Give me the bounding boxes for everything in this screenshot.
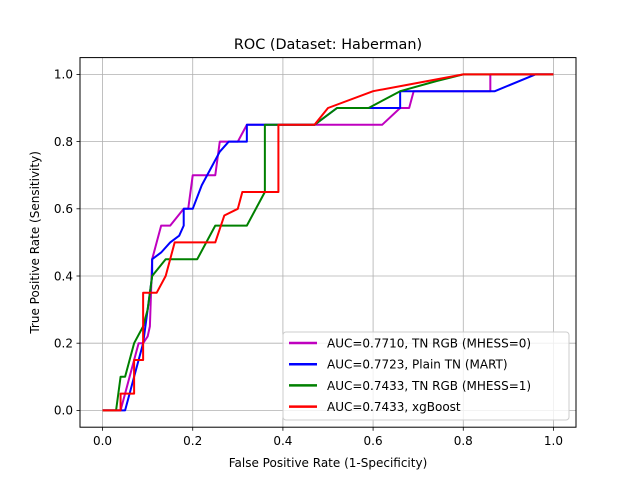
- y-tick-label: 0.0: [54, 404, 73, 418]
- x-tick-label: 1.0: [544, 434, 563, 448]
- legend-box: [282, 331, 570, 421]
- roc-curve-series-4: [102, 73, 554, 412]
- axis-ticks: 0.0 0.2 0.4 0.6 0.8 1.0 0.0 0.2 0.4 0.6 0.8 1.0: [54, 68, 563, 449]
- legend-label-4: AUC=0.7433, xgBoost: [327, 400, 461, 414]
- y-tick-label: 0.2: [54, 337, 73, 351]
- legend-label-2: AUC=0.7723, Plain TN (MART): [327, 358, 508, 372]
- y-tick-label: 0.8: [54, 135, 73, 149]
- plot-frame: [79, 57, 577, 428]
- roc-curve-series-1: [102, 73, 554, 412]
- y-axis-label: True Positive Rate (Sensitivity): [28, 151, 42, 335]
- legend-label-3: AUC=0.7433, TN RGB (MHESS=1): [327, 379, 531, 393]
- legend: AUC=0.7710, TN RGB (MHESS=0) AUC=0.7723, …: [282, 331, 570, 421]
- x-tick-label: 0.0: [93, 434, 112, 448]
- y-tick-label: 1.0: [54, 68, 73, 82]
- x-axis-label: False Positive Rate (1-Specificity): [229, 456, 428, 470]
- y-tick-label: 0.4: [54, 269, 73, 283]
- x-tick-label: 0.4: [273, 434, 292, 448]
- x-tick-label: 0.6: [364, 434, 383, 448]
- x-tick-label: 0.2: [183, 434, 202, 448]
- chart-title: ROC (Dataset: Haberman): [234, 37, 422, 53]
- y-tick-label: 0.6: [54, 202, 73, 216]
- roc-curves: [102, 73, 554, 412]
- x-tick-label: 0.8: [454, 434, 473, 448]
- roc-curve-series-3: [102, 73, 554, 412]
- legend-label-1: AUC=0.7710, TN RGB (MHESS=0): [327, 336, 531, 350]
